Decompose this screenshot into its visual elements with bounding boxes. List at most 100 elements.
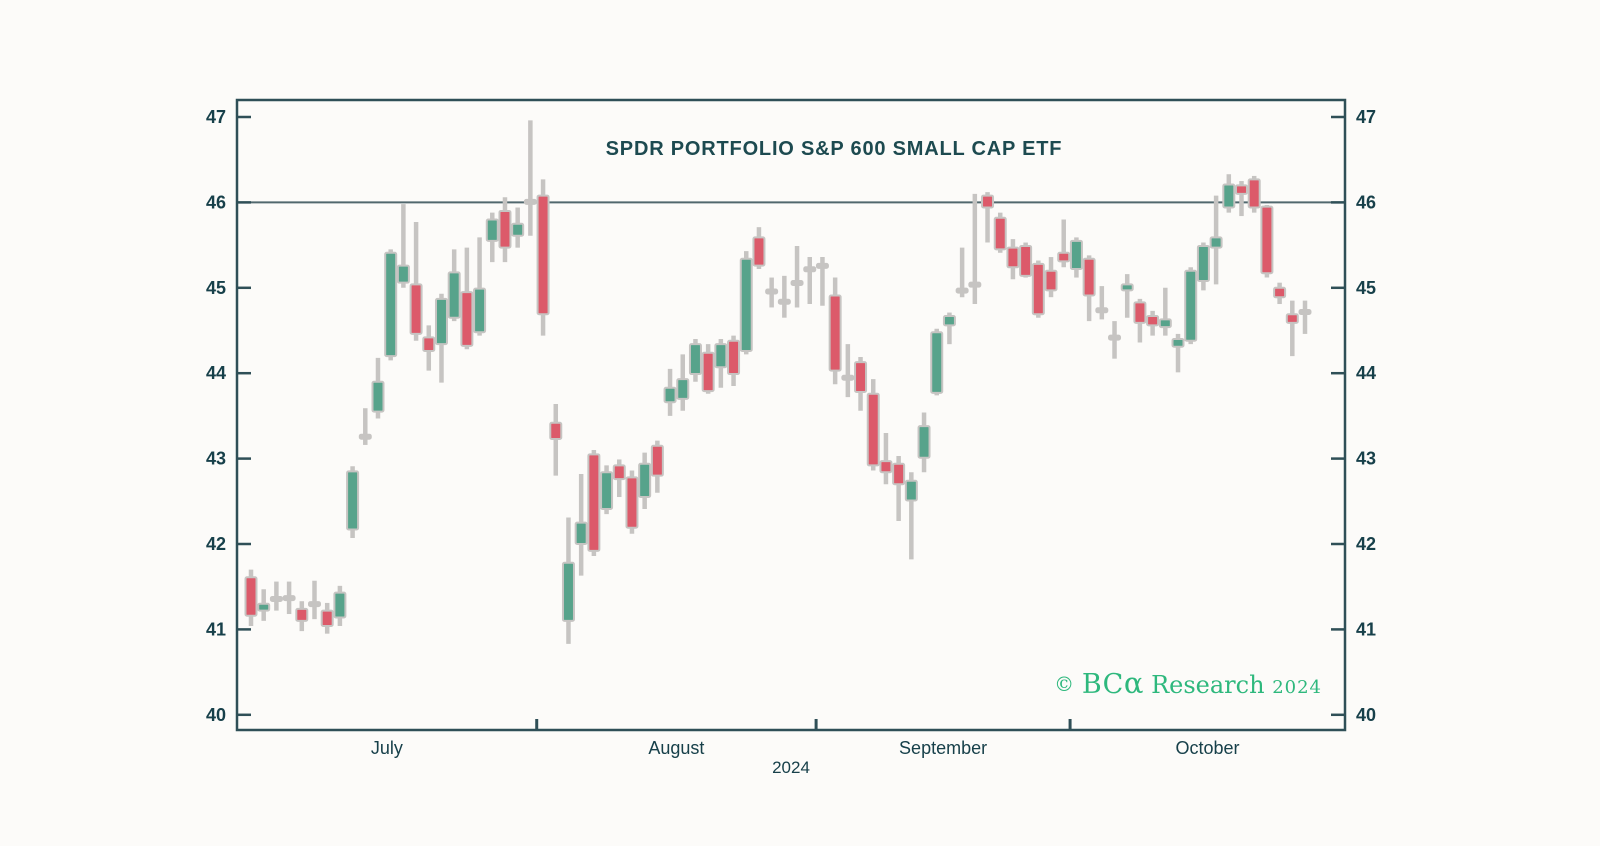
candle bbox=[1273, 282, 1287, 305]
candle-body bbox=[1298, 309, 1312, 316]
candle-body bbox=[1069, 239, 1083, 271]
candle bbox=[295, 601, 309, 632]
candle bbox=[1031, 260, 1045, 318]
candle-body bbox=[727, 339, 741, 376]
candle bbox=[384, 249, 398, 361]
candle-body bbox=[917, 425, 931, 459]
candle-body bbox=[1184, 269, 1198, 342]
candle bbox=[473, 237, 487, 336]
candle bbox=[409, 222, 423, 341]
candle bbox=[346, 466, 360, 539]
candle bbox=[1260, 204, 1274, 278]
candle-body bbox=[650, 444, 664, 477]
y-axis-label-right: 40 bbox=[1356, 705, 1376, 725]
y-axis-label-left: 43 bbox=[206, 449, 226, 469]
candle-body bbox=[1235, 184, 1249, 195]
candle-body bbox=[879, 460, 893, 474]
candle-body bbox=[1285, 313, 1299, 324]
candle bbox=[663, 368, 677, 416]
candle bbox=[1247, 175, 1261, 213]
candle-body bbox=[549, 421, 563, 440]
candle bbox=[1158, 287, 1172, 336]
y-axis-label-left: 41 bbox=[206, 619, 226, 639]
candle bbox=[879, 432, 893, 485]
candle-body bbox=[244, 576, 258, 617]
candle bbox=[650, 440, 664, 493]
candle bbox=[1006, 239, 1020, 280]
candle bbox=[1184, 267, 1198, 345]
candle bbox=[714, 339, 728, 388]
candle-body bbox=[600, 471, 614, 510]
candle bbox=[574, 473, 588, 576]
x-axis-year-label: 2024 bbox=[772, 758, 810, 777]
candle bbox=[447, 249, 461, 322]
candle-body bbox=[1120, 283, 1134, 292]
x-axis-month-label: October bbox=[1176, 738, 1240, 758]
candle-body bbox=[815, 262, 829, 269]
candle bbox=[1146, 310, 1160, 336]
candle bbox=[727, 335, 741, 387]
candle bbox=[1069, 237, 1083, 278]
candle bbox=[942, 312, 956, 345]
candle bbox=[1285, 300, 1299, 357]
candle-body bbox=[1044, 269, 1058, 292]
candle-body bbox=[828, 294, 842, 372]
candle bbox=[549, 403, 563, 476]
candle bbox=[892, 456, 906, 521]
candle bbox=[371, 357, 385, 419]
candle bbox=[815, 257, 829, 306]
candle bbox=[625, 470, 639, 534]
candle-body bbox=[993, 216, 1007, 251]
y-axis-label-right: 42 bbox=[1356, 534, 1376, 554]
candle bbox=[485, 212, 499, 263]
research-text: Research bbox=[1151, 671, 1265, 699]
bca-alpha-glyph: α bbox=[1123, 666, 1144, 700]
candle-body bbox=[625, 476, 639, 529]
candle bbox=[396, 204, 410, 288]
candle-body bbox=[1171, 338, 1185, 348]
candle-body bbox=[1031, 262, 1045, 316]
candle-body bbox=[841, 374, 855, 381]
x-axis-month-label: September bbox=[899, 738, 987, 758]
candle bbox=[765, 277, 779, 308]
candle bbox=[1019, 242, 1033, 278]
candle bbox=[1222, 174, 1236, 213]
candle bbox=[511, 207, 525, 248]
x-axis-month-label: August bbox=[648, 738, 704, 758]
candle-body bbox=[1196, 244, 1210, 282]
candle-body bbox=[1146, 314, 1160, 327]
candle-body bbox=[320, 609, 334, 627]
y-axis-label-left: 47 bbox=[206, 107, 226, 127]
x-axis-month-label: July bbox=[371, 738, 403, 758]
candle-body bbox=[714, 343, 728, 369]
candle-body bbox=[1273, 286, 1287, 299]
candle bbox=[1082, 255, 1096, 322]
y-axis-label-right: 47 bbox=[1356, 107, 1376, 127]
candle bbox=[307, 580, 321, 620]
candle-body bbox=[1247, 178, 1261, 209]
candle bbox=[968, 193, 982, 305]
candle-body bbox=[333, 591, 347, 619]
candle-body bbox=[866, 392, 880, 467]
candle-body bbox=[523, 198, 537, 205]
y-axis-label-left: 44 bbox=[206, 363, 226, 383]
candle bbox=[320, 602, 334, 634]
candle bbox=[1171, 333, 1185, 373]
candle bbox=[498, 197, 512, 263]
candle bbox=[752, 227, 766, 270]
candle-body bbox=[663, 386, 677, 404]
y-axis-label-right: 43 bbox=[1356, 449, 1376, 469]
candle bbox=[904, 472, 918, 560]
candle bbox=[777, 275, 791, 318]
candle bbox=[612, 459, 626, 498]
plot-frame bbox=[235, 98, 1347, 732]
candle bbox=[993, 212, 1007, 253]
candle bbox=[866, 379, 880, 471]
candle-body bbox=[371, 380, 385, 413]
y-axis-label-left: 40 bbox=[206, 705, 226, 725]
y-axis-label-right: 46 bbox=[1356, 192, 1376, 212]
candle-body bbox=[307, 601, 321, 608]
candle-body bbox=[422, 336, 436, 352]
candle bbox=[536, 179, 550, 336]
